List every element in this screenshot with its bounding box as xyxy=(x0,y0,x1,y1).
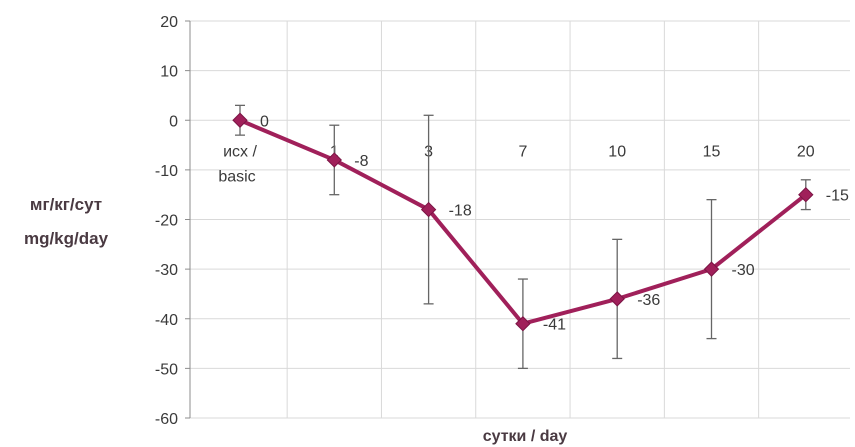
data-label: -8 xyxy=(354,153,368,170)
data-label: 0 xyxy=(260,113,269,130)
y-tick-label: -30 xyxy=(155,262,178,279)
data-point-marker xyxy=(798,186,814,203)
data-point-marker xyxy=(232,112,248,128)
y-tick-label: 20 xyxy=(160,14,178,31)
grid-lines xyxy=(190,20,850,419)
data-markers xyxy=(232,112,814,332)
x-axis-label: сутки / day xyxy=(483,428,568,445)
y-axis-label-line-2: mg/kg/day xyxy=(24,229,109,248)
data-label: -30 xyxy=(732,262,755,279)
y-tick-label: 10 xyxy=(160,64,178,81)
y-tick-labels: 20 10 0 -10 -20 -30 -40 -50 -60 xyxy=(155,14,178,428)
data-label: -18 xyxy=(449,203,472,220)
data-label: -36 xyxy=(637,292,660,309)
data-point-marker xyxy=(609,291,625,307)
y-axis-label-line-1: мг/кг/сут xyxy=(30,195,102,214)
y-tick-label: -50 xyxy=(155,361,178,378)
y-tick-label: -20 xyxy=(155,213,178,230)
data-label: -15 xyxy=(826,188,849,205)
data-point-marker xyxy=(703,261,720,277)
y-tick-label: -10 xyxy=(155,163,178,180)
category-label: 15 xyxy=(703,143,721,160)
data-point-marker xyxy=(326,152,343,168)
data-label: -41 xyxy=(543,317,566,334)
y-tick-label: 0 xyxy=(169,113,178,130)
category-label: 20 xyxy=(797,143,815,160)
data-labels: 0 -8 -18 -41 -36 -30 -15 xyxy=(260,113,849,333)
y-tick-label: -40 xyxy=(155,312,178,329)
category-label: исх / basic xyxy=(218,143,257,185)
y-tick-label: -60 xyxy=(155,411,178,428)
category-label: 7 xyxy=(518,143,527,160)
data-point-marker xyxy=(420,201,437,218)
data-point-marker xyxy=(515,316,531,332)
axes xyxy=(185,20,191,419)
category-label: 10 xyxy=(608,143,626,160)
